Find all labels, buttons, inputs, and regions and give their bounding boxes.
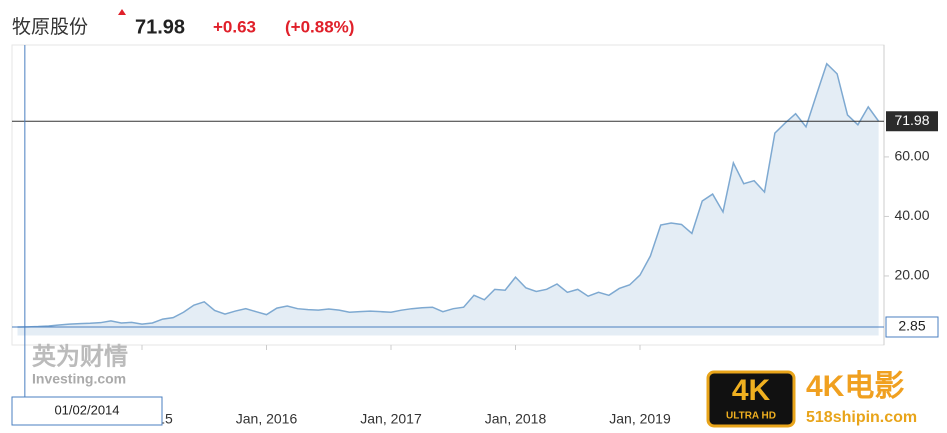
price-line (17, 62, 880, 328)
crosshair-value-box (885, 316, 939, 338)
area-fill (17, 63, 879, 336)
badge (706, 370, 796, 428)
site: 518shipin.com (806, 409, 917, 426)
badge-text: 4K (732, 374, 771, 407)
watermark-cn: 英为财情 (32, 343, 128, 370)
crosshair-date-box (11, 396, 163, 426)
last-price-box (886, 111, 938, 132)
x-tick-label: Jan, 2018 (485, 411, 547, 427)
site-cn: 4K电影 (806, 370, 904, 403)
y-tick-label: 40.00 (894, 207, 929, 223)
up-arrow-icon (118, 9, 126, 15)
price: 71.98 (135, 16, 185, 38)
badge-sub: ULTRA HD (726, 411, 776, 422)
change: +0.63 (213, 17, 256, 36)
x-tick-label: Jan, 2016 (236, 411, 298, 427)
y-tick-label: 20.00 (894, 267, 929, 283)
last-price-label: 71.98 (894, 112, 929, 128)
x-tick-label: Jan, 2019 (609, 411, 671, 427)
x-tick-label: Jan, 2017 (360, 411, 422, 427)
crosshair-value: 2.85 (898, 318, 925, 334)
stock-name: 牧原股份 (12, 16, 88, 38)
change-percent: (+0.88%) (285, 17, 354, 36)
watermarks: 英为财情 Investing.com 4K ULTRA HD 4K电影 518s… (32, 343, 917, 428)
crosshair-date: 01/02/2014 (54, 402, 119, 417)
y-tick-label: 60.00 (894, 148, 929, 164)
watermark-en: Investing.com (32, 371, 126, 387)
